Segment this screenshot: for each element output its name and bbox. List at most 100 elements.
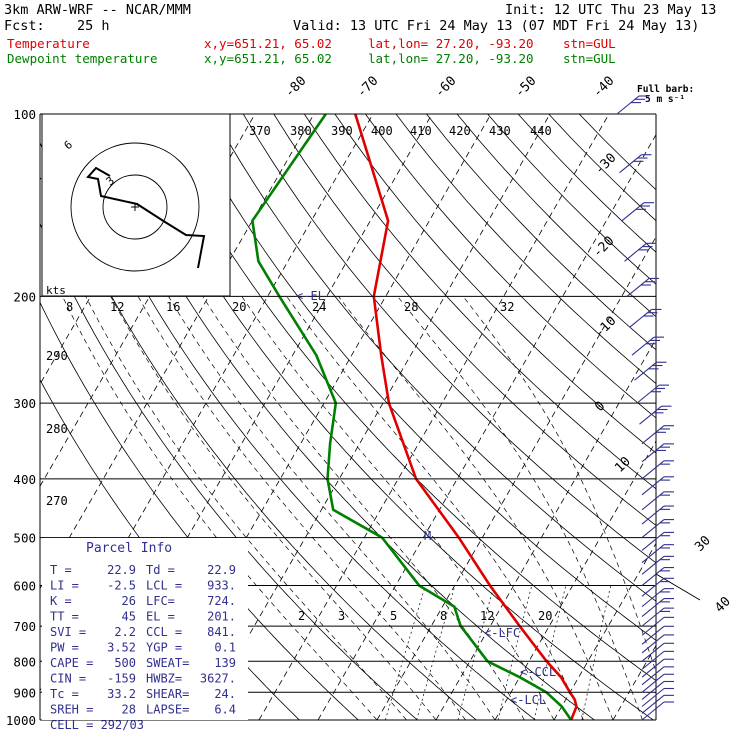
mixing-ratio-label: 2 bbox=[298, 609, 305, 623]
parcel-value: 933. bbox=[207, 579, 236, 593]
isotherm-line bbox=[317, 133, 656, 720]
dry-adiabat-line bbox=[517, 114, 656, 253]
isotherm-line bbox=[494, 440, 656, 720]
dry-adiabat-line bbox=[90, 114, 595, 720]
isotherm-label: -20 bbox=[590, 234, 617, 261]
temperature-latlon: lat,lon= 27.20, -93.20 bbox=[368, 36, 534, 51]
parcel-key: SVI = bbox=[50, 625, 86, 639]
wind-barb bbox=[641, 650, 674, 670]
wind-barb bbox=[636, 384, 669, 404]
parcel-value: 28 bbox=[122, 703, 136, 717]
pressure-label: 100 bbox=[13, 107, 36, 122]
parcel-key: LFC= bbox=[146, 594, 175, 608]
wind-barb bbox=[641, 544, 674, 564]
parcel-value: 0.1 bbox=[214, 641, 236, 655]
annotation-el: <-EL bbox=[296, 289, 325, 303]
dry-adiabat-line bbox=[303, 114, 656, 490]
parcel-key: YGP = bbox=[146, 641, 182, 655]
wind-barb bbox=[641, 476, 674, 496]
wind-speed-label: 8 bbox=[66, 300, 73, 314]
isotherm-label: -10 bbox=[592, 314, 619, 341]
moist-adiabat-line bbox=[338, 296, 614, 720]
parcel-key: CCL = bbox=[146, 625, 182, 639]
dewpoint-profile-line bbox=[251, 114, 573, 720]
theta-label: 400 bbox=[371, 124, 393, 138]
dry-adiabat-line bbox=[548, 114, 656, 222]
mixing-ratio-label: 20 bbox=[538, 609, 552, 623]
mixing-ratio-line bbox=[385, 585, 426, 720]
theta-label: 290 bbox=[46, 349, 68, 363]
mixing-ratio-line bbox=[581, 585, 612, 720]
wind-barb bbox=[641, 680, 674, 700]
parcel-key: HWBZ= bbox=[146, 672, 182, 686]
parcel-key: CAPE = bbox=[50, 656, 93, 670]
parcel-key: LI = bbox=[50, 579, 79, 593]
pressure-label: 300 bbox=[13, 396, 36, 411]
parcel-value: 3627. bbox=[200, 672, 236, 686]
mixing-ratio-label: 3 bbox=[338, 609, 345, 623]
isotherm-line bbox=[140, 114, 492, 720]
isotherm-label: 40 bbox=[712, 594, 734, 616]
pressure-label: 200 bbox=[13, 289, 36, 304]
temperature-legend: Temperature bbox=[7, 36, 90, 51]
wind-barb bbox=[641, 694, 674, 714]
parcel-key: PW = bbox=[50, 641, 79, 655]
moist-adiabat-line bbox=[241, 296, 555, 720]
wind-barb bbox=[639, 405, 672, 425]
parcel-value: 24. bbox=[214, 687, 236, 701]
fcst-label: Fcst: bbox=[4, 18, 45, 34]
isotherm-line bbox=[40, 114, 374, 692]
parcel-key: TT = bbox=[50, 610, 79, 624]
pressure-label: 400 bbox=[13, 472, 36, 487]
parcel-value: 22.9 bbox=[107, 563, 136, 577]
wind-barb bbox=[641, 634, 674, 654]
wind-barb bbox=[641, 666, 674, 686]
isotherm-line bbox=[612, 644, 656, 720]
dewpoint-latlon: lat,lon= 27.20, -93.20 bbox=[368, 51, 534, 66]
dry-adiabat-line bbox=[487, 114, 656, 285]
wind-barb bbox=[634, 361, 667, 381]
wind-barb bbox=[629, 308, 662, 328]
dry-adiabat-line bbox=[334, 114, 656, 454]
isotherm-label: -60 bbox=[432, 74, 459, 101]
dry-adiabat-line bbox=[181, 114, 656, 641]
dry-adiabat-line bbox=[365, 114, 656, 419]
pressure-label: 1000 bbox=[6, 713, 36, 728]
wind-speed-label: 28 bbox=[404, 300, 418, 314]
isotherm-line bbox=[672, 114, 740, 720]
annotation-lfc: <-LFC bbox=[484, 626, 520, 640]
isotherm-label: 30 bbox=[692, 533, 714, 555]
wind-barb bbox=[641, 687, 674, 707]
wind-barb bbox=[641, 519, 674, 539]
parcel-key: LCL = bbox=[146, 579, 182, 593]
parcel-key: EL = bbox=[146, 610, 175, 624]
parcel-value: 26 bbox=[122, 594, 136, 608]
annotation-lcl: <-LCL bbox=[510, 693, 546, 707]
mixing-ratio-line bbox=[416, 585, 456, 720]
wind-barb bbox=[641, 577, 674, 597]
dry-adiabat-line bbox=[395, 114, 656, 385]
wind-barb bbox=[616, 95, 649, 115]
isotherm-line bbox=[258, 114, 610, 720]
isotherm-line bbox=[81, 114, 433, 720]
wind-barb bbox=[641, 567, 674, 586]
wind-barb bbox=[641, 588, 674, 608]
parcel-value: -159 bbox=[107, 672, 136, 686]
theta-label: 420 bbox=[449, 124, 471, 138]
wind-barb bbox=[626, 277, 659, 297]
dry-adiabat-line bbox=[40, 141, 477, 720]
parcel-info-box bbox=[42, 538, 248, 720]
wind-barb bbox=[624, 242, 657, 262]
isotherm-line bbox=[553, 542, 656, 720]
dewpoint-xy: x,y=651.21, 65.02 bbox=[204, 51, 332, 66]
wind-barb bbox=[641, 505, 674, 525]
parcel-key: SREH = bbox=[50, 703, 93, 717]
init-time: Init: 12 UTC Thu 23 May 13 bbox=[505, 2, 717, 18]
isotherm-label: -80 bbox=[282, 74, 309, 101]
mixing-ratio-line bbox=[457, 585, 495, 720]
pressure-label: 900 bbox=[13, 685, 36, 700]
isotherm-line bbox=[731, 114, 740, 720]
hodograph-ring bbox=[70, 142, 200, 272]
isotherm-label: 0 bbox=[592, 399, 608, 415]
